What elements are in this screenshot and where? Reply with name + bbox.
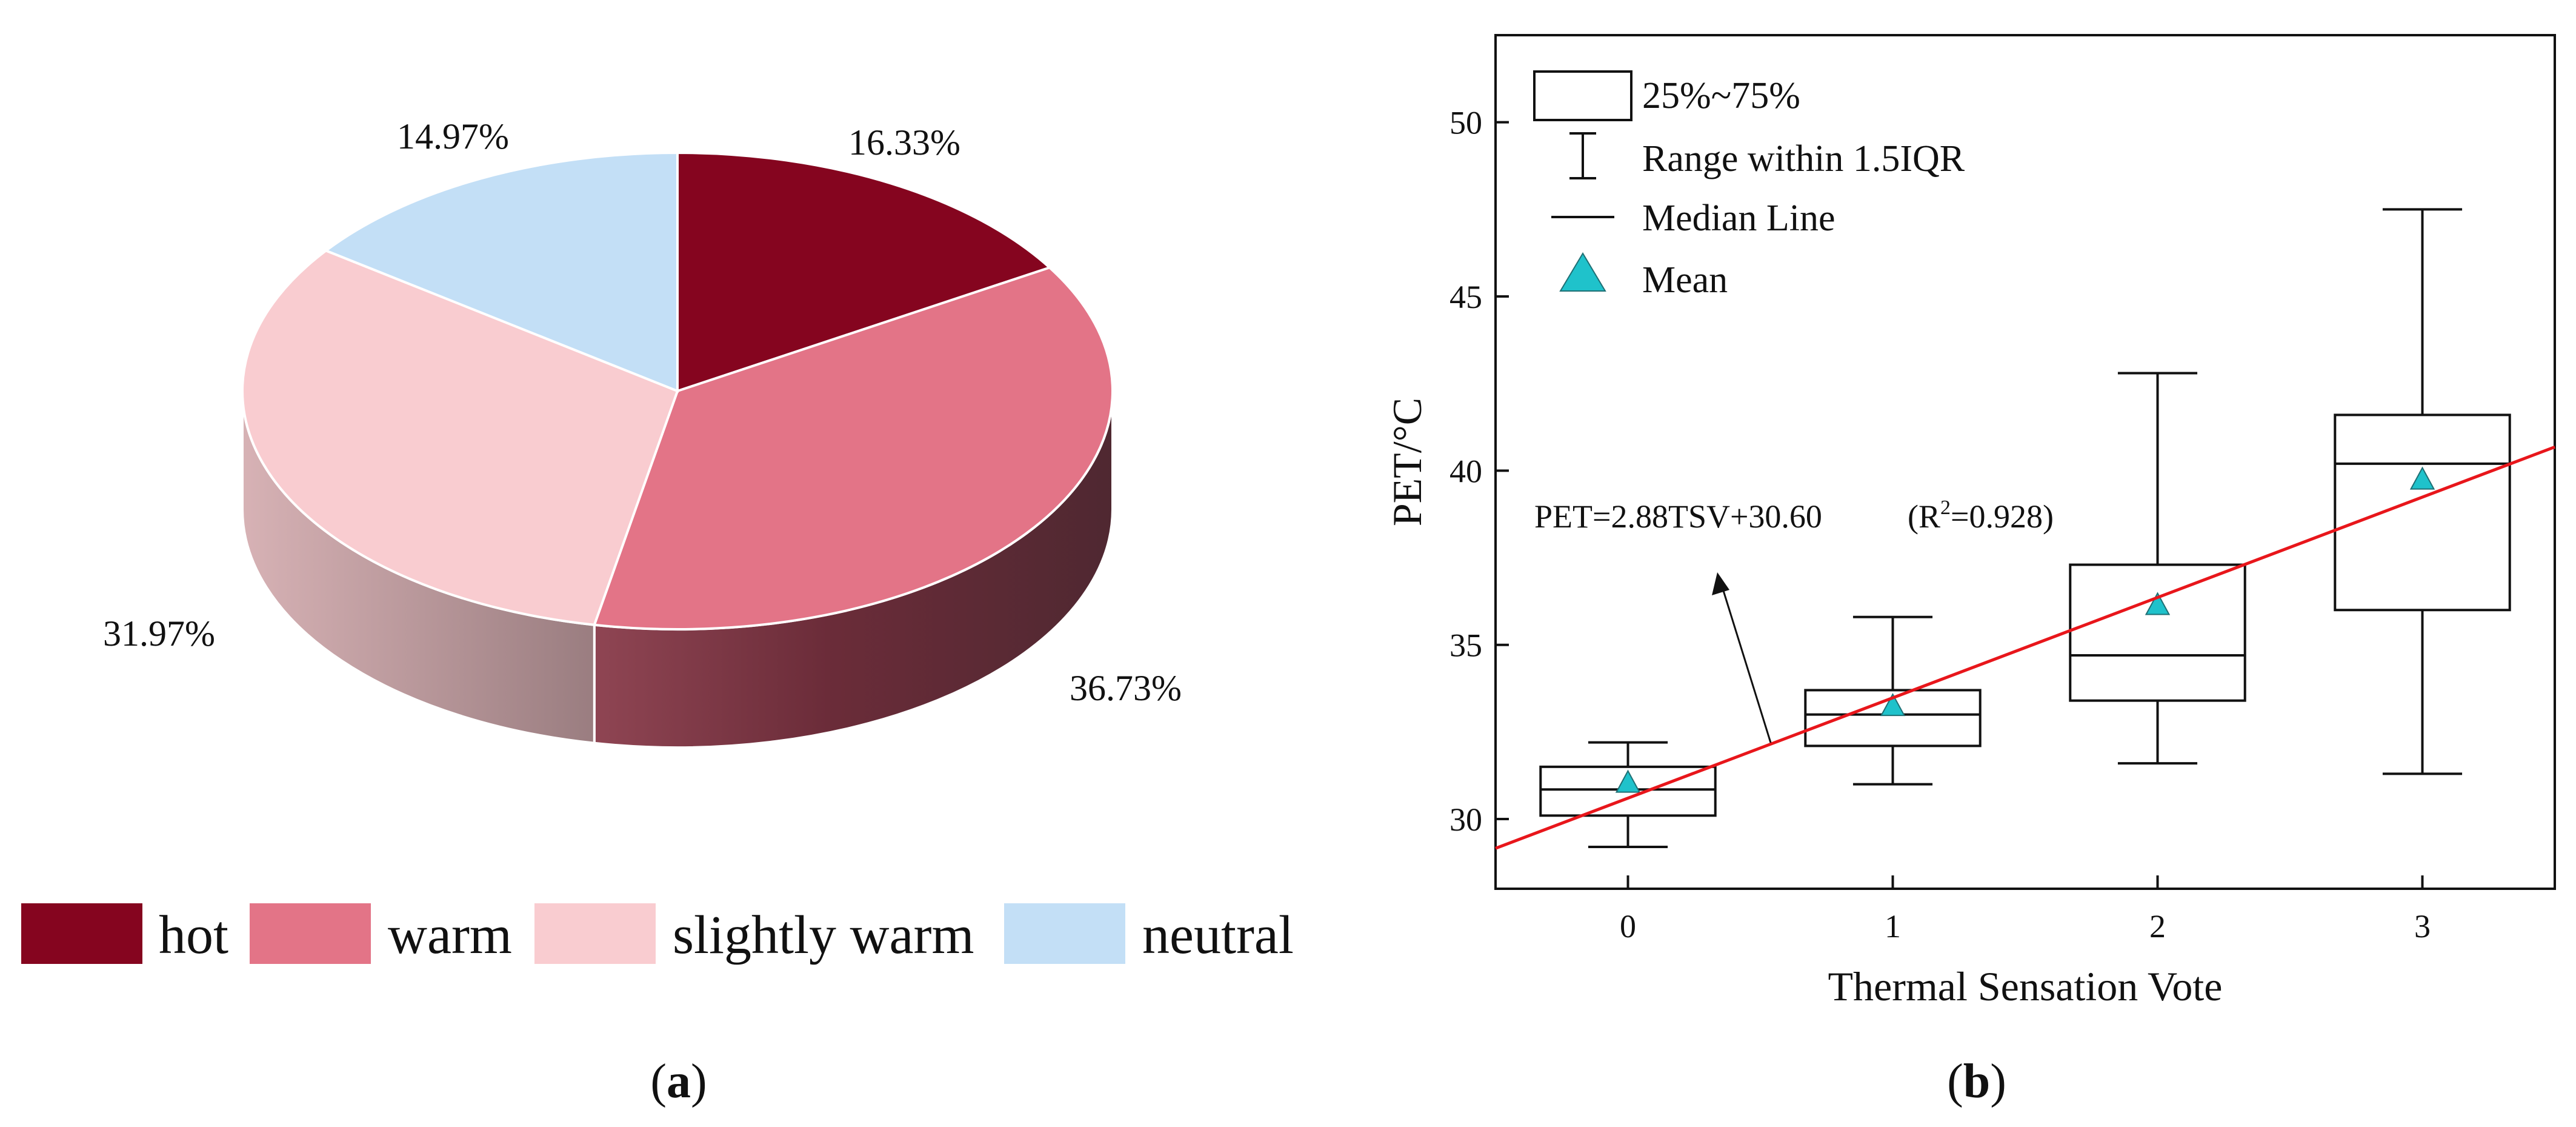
y-axis-ticks: 30 35 40 45 50: [1449, 105, 1509, 838]
legend-median-label: Median Line: [1642, 198, 1835, 239]
legend-label-warm: warm: [388, 905, 512, 965]
pie-slice-neutral: [323, 151, 679, 393]
y-tick-label: 45: [1449, 279, 1482, 315]
regression-line: [1495, 445, 2555, 850]
x-axis-title: Thermal Sensation Vote: [1828, 963, 2223, 1009]
x-tick-label: 2: [2149, 908, 2166, 945]
pie-label-hot: 16.33%: [848, 122, 960, 162]
pie-slice-warm: [593, 266, 1114, 630]
x-tick-label: 1: [1885, 908, 1901, 945]
pie-slice-slightly-warm: [241, 249, 679, 626]
x-tick-label: 0: [1620, 908, 1636, 945]
legend-swatch-neutral: [1004, 903, 1125, 964]
legend-label-neutral: neutral: [1142, 905, 1294, 965]
x-axis-ticks: 0 1 2 3: [1620, 875, 2431, 945]
legend-label-hot: hot: [159, 905, 228, 965]
caption-b: (b): [1947, 1055, 2006, 1108]
pie-legend: hot warm slightly warm neutral: [21, 903, 1294, 965]
legend-swatch-hot: [21, 903, 142, 964]
annotation-arrow-line: [1721, 586, 1772, 743]
box-plot-panel: 30 35 40 45 50 0 1 2 3 PET/°C Thermal Sensation…: [1384, 34, 2556, 1108]
y-tick-label: 30: [1449, 801, 1482, 838]
mean-marker: [1615, 769, 1641, 793]
box-tsv-1: [1804, 615, 1982, 786]
box-legend: 25%~75% Range within 1.5IQR Median Line …: [1533, 70, 1965, 301]
iqr-box: [2069, 563, 2246, 702]
box-tsv-0: [1539, 741, 1717, 849]
legend-swatch-slightly-warm: [534, 903, 656, 964]
regression-annotation: PET=2.88TSV+30.60 (R2=0.928): [1534, 497, 2054, 743]
pie-chart-panel: 16.33% 36.73% 31.97% 14.97% hot warm sli…: [21, 116, 1294, 1108]
iqr-box: [1539, 765, 1717, 817]
mean-marker: [2145, 592, 2171, 615]
legend-mean-symbol: [1559, 252, 1606, 292]
y-tick-label: 35: [1449, 627, 1482, 664]
caption-a: (a): [650, 1055, 707, 1108]
y-tick-label: 40: [1449, 453, 1482, 489]
boxes: [1539, 208, 2511, 849]
mean-marker: [1880, 693, 1906, 717]
pie-label-neutral: 14.97%: [397, 116, 509, 156]
box-tsv-3: [2334, 208, 2511, 775]
regression-equation: PET=2.88TSV+30.60: [1534, 498, 1822, 535]
box-tsv-2: [2069, 372, 2246, 765]
plot-frame: [1494, 34, 2556, 890]
legend-mean-label: Mean: [1642, 259, 1728, 301]
legend-label-slightly-warm: slightly warm: [673, 905, 974, 965]
y-axis-title: PET/°C: [1384, 398, 1430, 526]
pie-slices: [241, 151, 1114, 630]
legend-swatch-warm: [250, 903, 371, 964]
legend-box-label: 25%~75%: [1642, 75, 1800, 116]
pie-label-slightly-warm: 31.97%: [103, 614, 215, 654]
pie-slice-hot: [676, 151, 1052, 393]
pie-label-warm: 36.73%: [1070, 668, 1182, 708]
legend-range-label: Range within 1.5IQR: [1642, 138, 1965, 179]
y-tick-label: 50: [1449, 105, 1482, 141]
annotation-arrowhead: [1712, 572, 1729, 595]
iqr-box: [2334, 413, 2511, 612]
mean-marker: [2409, 466, 2435, 490]
iqr-box: [1804, 689, 1982, 747]
x-tick-label: 3: [2414, 908, 2431, 945]
legend-box-symbol: [1533, 70, 1632, 121]
r-squared: (R2=0.928): [1908, 497, 2054, 535]
